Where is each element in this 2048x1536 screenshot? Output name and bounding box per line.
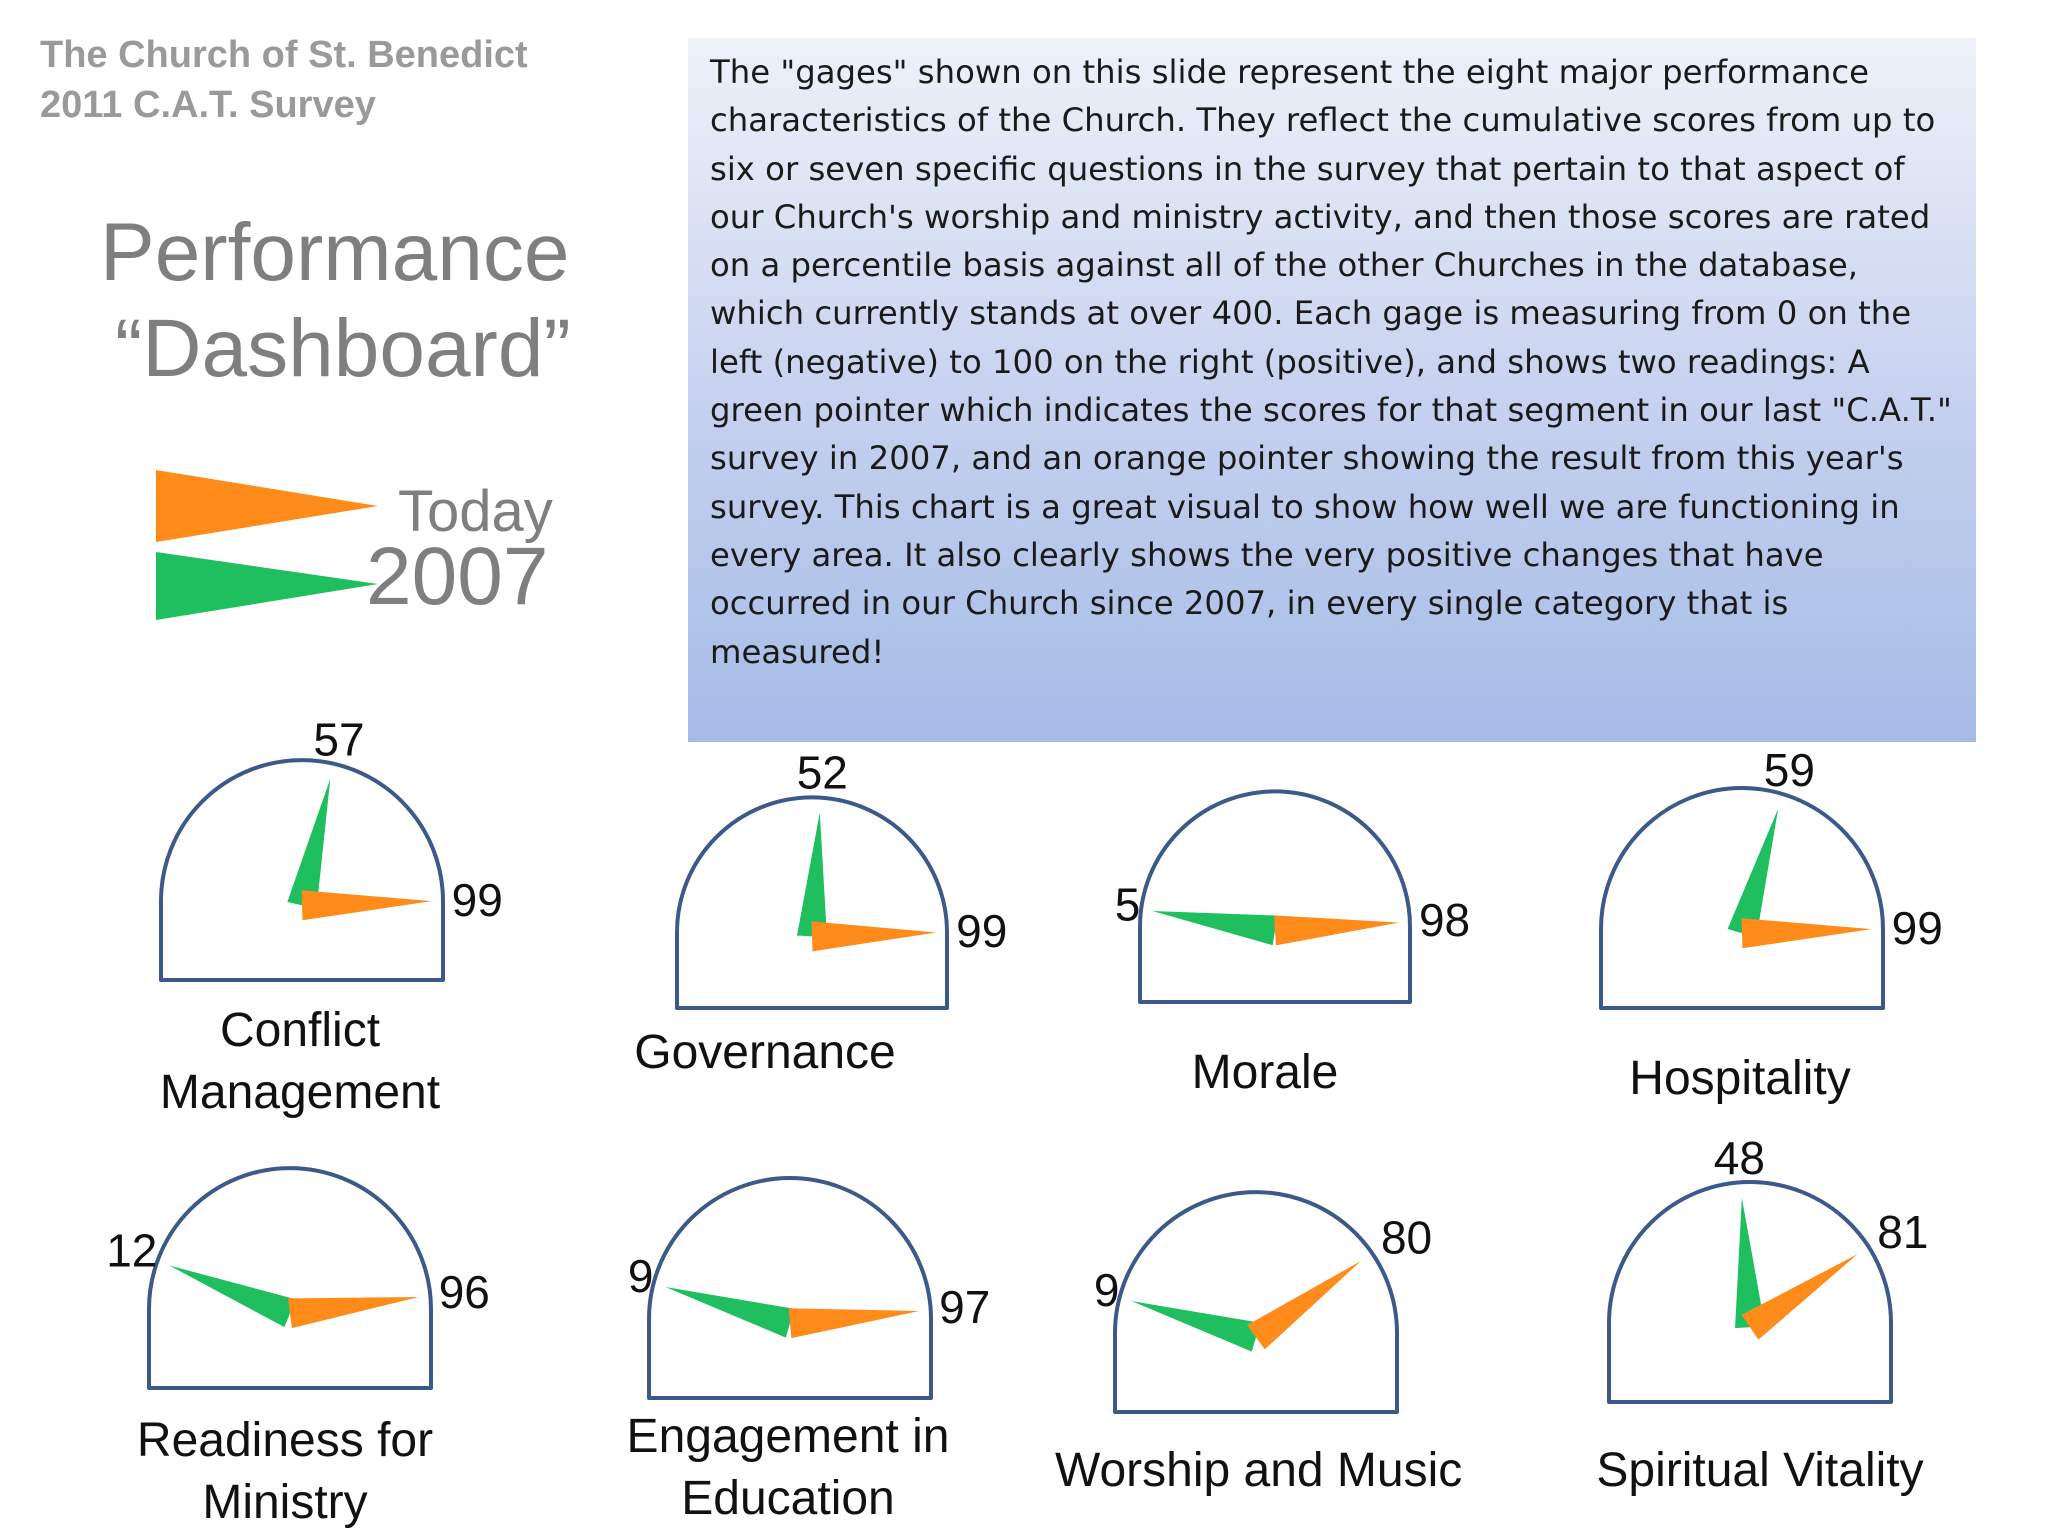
legend-2007-label: 2007 [366,531,549,622]
needle-2007 [1152,910,1278,946]
survey-name: 2011 C.A.T. Survey [40,84,376,126]
value-label-today: 99 [956,905,1007,957]
value-label-2007: 57 [313,714,364,766]
gauge-label-line: Governance [634,1026,896,1079]
gauge-label: Conflict Management [100,1000,500,1124]
value-label-today: 80 [1381,1211,1432,1263]
title-line-2: “Dashboard” [115,303,571,394]
value-label-2007: 59 [1764,744,1815,796]
gauge-outline [675,795,949,1010]
needle-2007 [665,1287,795,1338]
description-text: The "gages" shown on this slide represen… [710,53,1952,671]
value-label-today: 97 [939,1281,990,1333]
gauge-label-line: Readiness for [136,1414,434,1467]
gauge-label-line: Conflict [219,1004,381,1057]
value-label-2007: 9 [1094,1264,1120,1316]
needle-today [811,921,937,952]
gauge-outline [647,1176,933,1400]
gauge-label: Worship and Music [1055,1440,1463,1502]
value-label-today: 98 [1419,894,1470,946]
gauge-label-line: Engagement in [626,1410,950,1463]
needle-today [1741,918,1872,949]
page-title: Performance “Dashboard” [100,205,580,397]
gauge-label-line: Spiritual Vitality [1596,1444,1924,1497]
value-label-2007: 52 [797,747,848,799]
needle-today [788,1308,920,1339]
value-label-today: 99 [452,874,503,926]
gauge-label: Spiritual Vitality [1560,1440,1960,1502]
header: The Church of St. Benedict 2011 C.A.T. S… [40,30,528,130]
legend-pointers [156,470,378,620]
gauge-label: Morale [1065,1042,1465,1104]
needle-2007 [169,1265,296,1328]
value-label-2007: 9 [628,1250,654,1302]
needle-today [1741,1254,1858,1340]
value-label-today: 99 [1892,902,1943,954]
value-label-today: 96 [439,1266,490,1318]
gauge-label-line: Hospitality [1629,1052,1851,1105]
gauge-outline [1607,1180,1893,1404]
needle-today [1247,1260,1361,1350]
gauge-label-line: Ministry [202,1476,368,1529]
gauge-label-line: Education [681,1472,895,1525]
needle-today [288,1296,419,1329]
needle-today [1274,915,1399,946]
title-line-1: Performance [100,207,570,298]
value-label-today: 81 [1877,1206,1928,1258]
gauge-label: Engagement in Education [588,1406,988,1530]
gauge-outline [1599,786,1885,1010]
gauge-label: Hospitality [1540,1048,1940,1110]
gauge-label: Readiness for Ministry [85,1410,485,1534]
legend-today-pointer [156,470,378,542]
legend: Today 2007 [150,460,570,640]
description-box: The "gages" shown on this slide represen… [688,38,1976,742]
gauge-label-line: Worship and Music [1055,1444,1463,1497]
value-label-2007: 12 [106,1225,157,1277]
needle-2007 [1735,1197,1765,1329]
gauge-label-line: Management [159,1066,441,1119]
legend-today-label: Today [398,479,553,544]
value-label-2007: 48 [1714,1132,1765,1184]
gauge-outline [147,1166,433,1390]
needle-2007 [1727,808,1779,938]
legend-2007-pointer [156,552,378,620]
needle-2007 [1131,1301,1261,1352]
needle-2007 [287,778,331,909]
gauge-outline [1138,789,1412,1004]
value-label-2007: 5 [1115,879,1141,931]
gauge-outline [159,758,445,982]
church-name: The Church of St. Benedict [40,34,528,76]
gauge-label-line: Morale [1191,1046,1339,1099]
needle-2007 [797,812,827,938]
needle-today [301,890,432,921]
gauge-label: Governance [565,1022,965,1084]
gauge-outline [1113,1190,1399,1414]
